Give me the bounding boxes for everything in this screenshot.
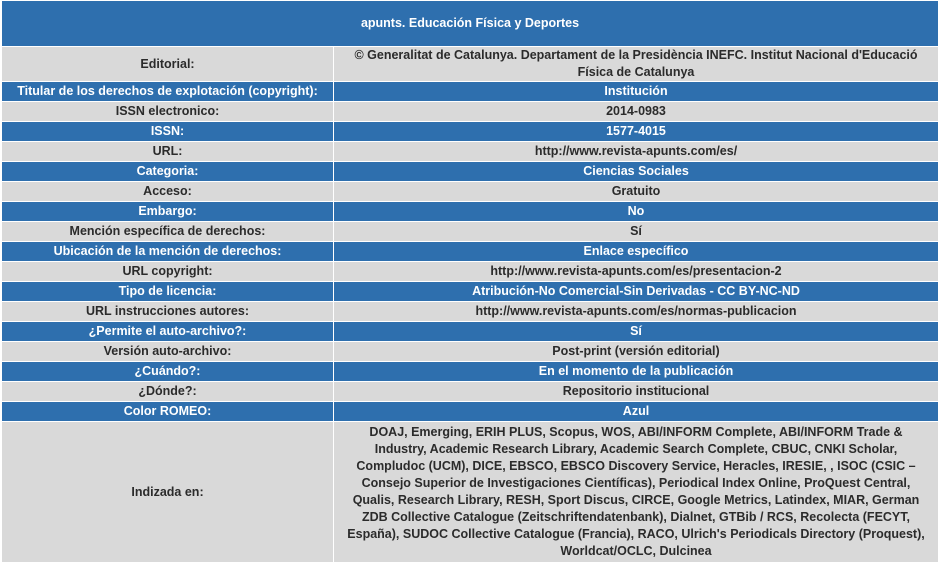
url-link[interactable]: http://www.revista-apunts.com/es/ [333,141,938,162]
table-row: ¿Cuándo?: En el momento de la publicació… [1,361,938,382]
table-row: Titular de los derechos de explotación (… [1,81,938,102]
table-row: Indizada en: DOAJ, Emerging, ERIH PLUS, … [1,421,938,563]
table-row: Versión auto-archivo: Post-print (versió… [1,341,938,362]
row-value: Repositorio institucional [333,381,938,402]
author-instructions-url-link[interactable]: http://www.revista-apunts.com/es/normas-… [333,301,938,322]
row-label: URL instrucciones autores: [1,301,334,322]
row-label: Tipo de licencia: [1,281,334,302]
row-label: Titular de los derechos de explotación (… [1,81,334,102]
table-row: ISSN: 1577-4015 [1,121,938,142]
table-row: ISSN electronico: 2014-0983 [1,101,938,122]
row-label: URL copyright: [1,261,334,282]
row-label: ISSN electronico: [1,101,334,122]
row-value: 1577-4015 [333,121,938,142]
row-label: URL: [1,141,334,162]
row-value: 2014-0983 [333,101,938,122]
row-value: Institución [333,81,938,102]
row-label: Embargo: [1,201,334,222]
table-row: Editorial: © Generalitat de Catalunya. D… [1,46,938,82]
row-label: Ubicación de la mención de derechos: [1,241,334,262]
row-label: Editorial: [1,46,334,82]
table-row: Color ROMEO: Azul [1,401,938,422]
row-value: Sí [333,321,938,342]
page-title: apunts. Educación Física y Deportes [1,0,938,47]
row-value: Azul [333,401,938,422]
row-label: Color ROMEO: [1,401,334,422]
row-label: ¿Permite el auto-archivo?: [1,321,334,342]
row-value: © Generalitat de Catalunya. Departament … [333,46,938,82]
row-value: En el momento de la publicación [333,361,938,382]
row-label: ¿Cuándo?: [1,361,334,382]
row-value: DOAJ, Emerging, ERIH PLUS, Scopus, WOS, … [333,421,938,563]
row-value: Atribución-No Comercial-Sin Derivadas - … [333,281,938,302]
table-row: Tipo de licencia: Atribución-No Comercia… [1,281,938,302]
journal-record-table: apunts. Educación Física y Deportes Edit… [1,0,938,563]
row-value: Ciencias Sociales [333,161,938,182]
table-row: Embargo: No [1,201,938,222]
table-row: URL instrucciones autores: http://www.re… [1,301,938,322]
row-label: Categoria: [1,161,334,182]
row-value: Gratuito [333,181,938,202]
table-row: URL copyright: http://www.revista-apunts… [1,261,938,282]
row-label: Versión auto-archivo: [1,341,334,362]
table-row: Mención específica de derechos: Sí [1,221,938,242]
table-row: URL: http://www.revista-apunts.com/es/ [1,141,938,162]
title-row: apunts. Educación Física y Deportes [1,0,938,47]
row-value: Sí [333,221,938,242]
row-label: Indizada en: [1,421,334,563]
table-row: ¿Dónde?: Repositorio institucional [1,381,938,402]
row-label: Mención específica de derechos: [1,221,334,242]
table-row: Acceso: Gratuito [1,181,938,202]
row-value: Enlace específico [333,241,938,262]
row-value: Post-print (versión editorial) [333,341,938,362]
row-label: ISSN: [1,121,334,142]
copyright-url-link[interactable]: http://www.revista-apunts.com/es/present… [333,261,938,282]
row-value: No [333,201,938,222]
row-label: ¿Dónde?: [1,381,334,402]
row-label: Acceso: [1,181,334,202]
table-row: ¿Permite el auto-archivo?: Sí [1,321,938,342]
table-row: Ubicación de la mención de derechos: Enl… [1,241,938,262]
table-row: Categoria: Ciencias Sociales [1,161,938,182]
